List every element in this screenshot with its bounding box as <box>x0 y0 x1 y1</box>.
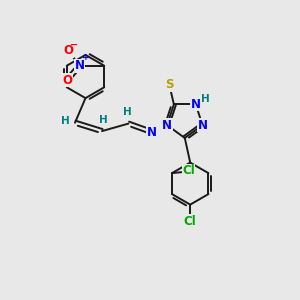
Text: H: H <box>61 116 70 126</box>
Text: N: N <box>197 118 208 132</box>
Text: Cl: Cl <box>184 214 197 228</box>
Text: S: S <box>165 78 174 92</box>
Text: H: H <box>99 115 108 125</box>
Text: +: + <box>82 53 90 62</box>
Text: −: − <box>70 40 78 50</box>
Text: Cl: Cl <box>182 164 195 177</box>
Text: N: N <box>147 125 157 139</box>
Text: N: N <box>75 59 85 72</box>
Text: N: N <box>191 98 201 111</box>
Text: O: O <box>62 74 72 87</box>
Text: H: H <box>123 107 132 117</box>
Text: H: H <box>201 94 210 104</box>
Text: O: O <box>63 44 73 57</box>
Text: N: N <box>162 118 172 132</box>
